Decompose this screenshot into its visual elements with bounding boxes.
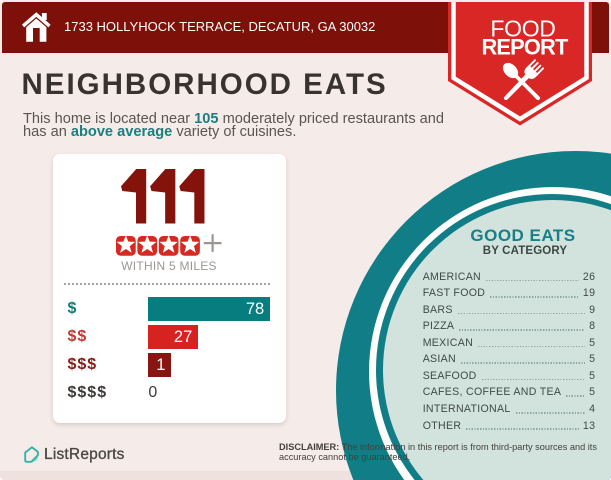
svg-text:REPORT: REPORT: [481, 35, 569, 60]
svg-text:FOOD: FOOD: [490, 16, 555, 42]
